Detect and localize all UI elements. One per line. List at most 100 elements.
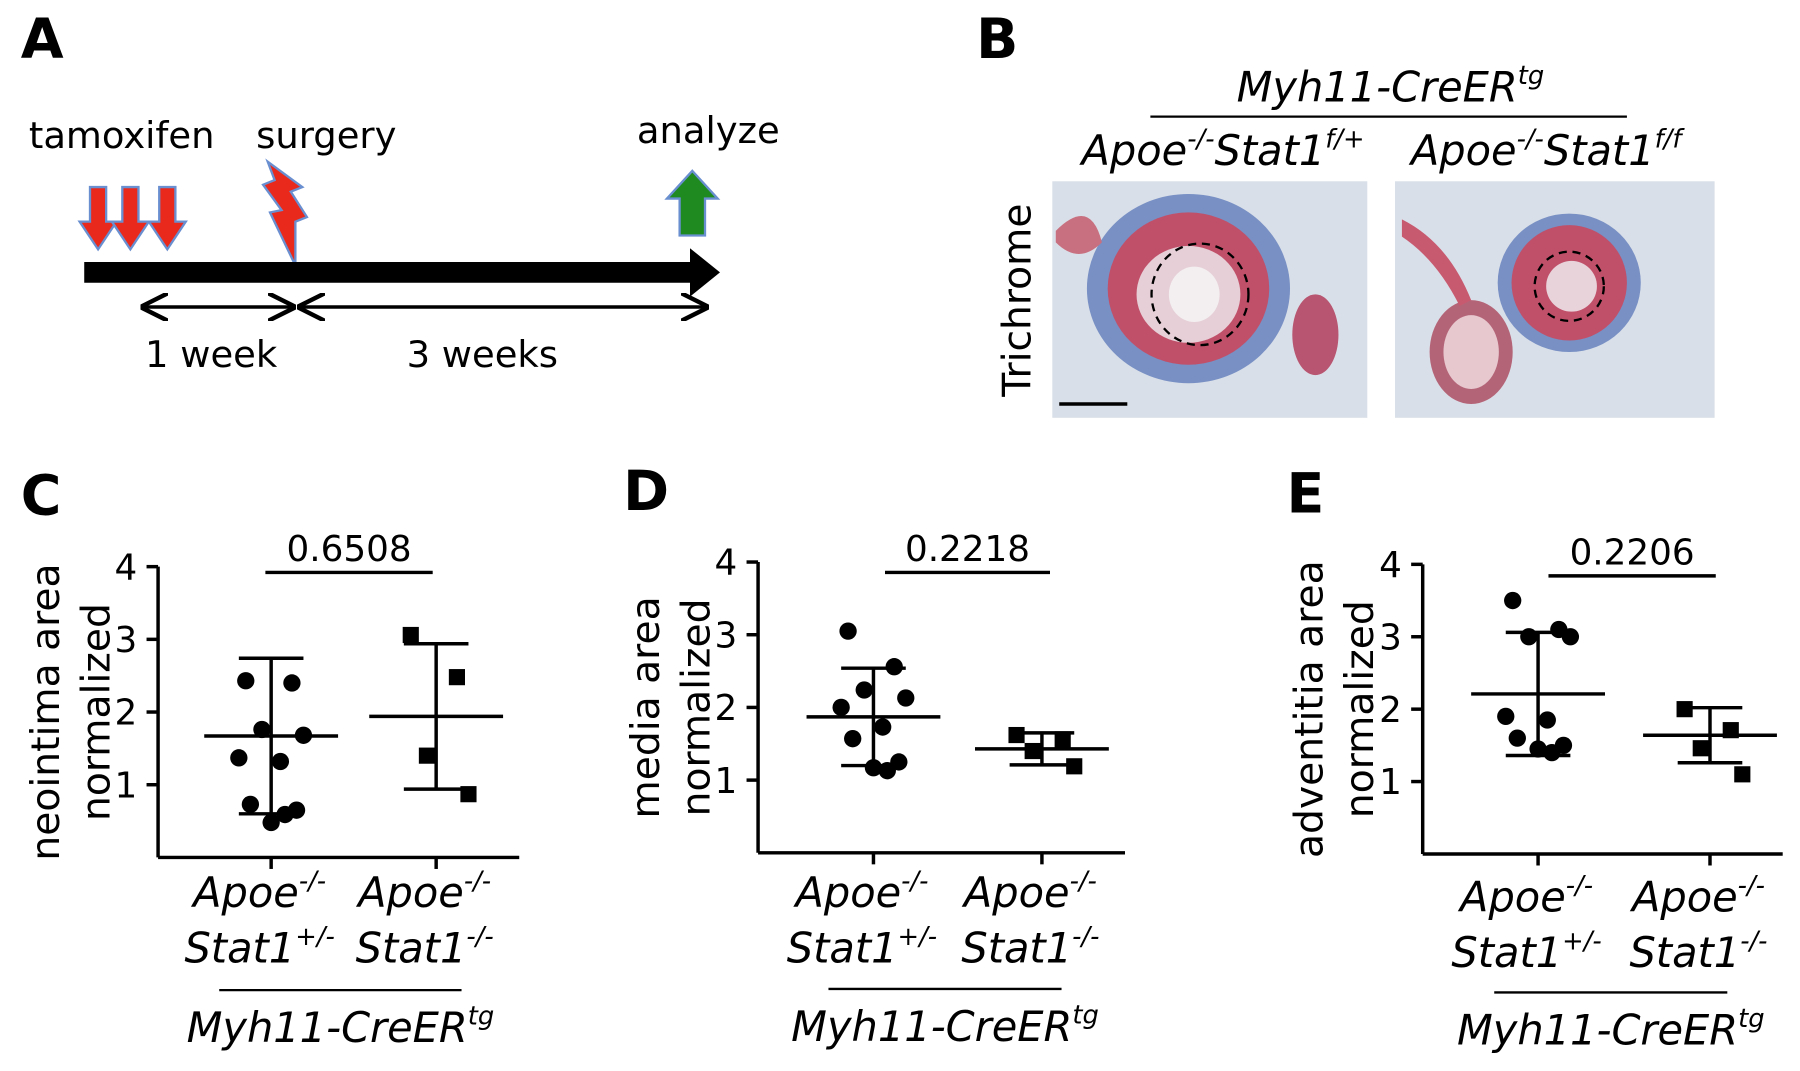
y-axis-label: media area (624, 596, 669, 818)
data-point (1024, 742, 1041, 760)
data-point (418, 747, 435, 764)
panel-label: E (1287, 462, 1325, 526)
timeline-arrow (84, 248, 720, 297)
data-point (253, 720, 271, 739)
superscript: +/- (1562, 927, 1602, 957)
header-label: Myh11-CreERtg (1237, 61, 1545, 111)
data-point (283, 674, 301, 692)
histology-image (1395, 181, 1715, 418)
text-part: Apoe (792, 868, 901, 917)
text-part: Apoe (1629, 873, 1738, 922)
superscript: -/- (1738, 871, 1765, 901)
data-point (1692, 740, 1709, 757)
text-part: Stat1 (787, 923, 898, 972)
group-label: Myh11-CreERtg (187, 1002, 495, 1052)
text-part: Stat1 (1215, 126, 1326, 175)
y-tick-label: 2 (115, 693, 138, 734)
superscript: -/- (1740, 927, 1767, 957)
text-part: Apoe (961, 868, 1070, 917)
y-tick-label: 3 (1379, 617, 1402, 658)
data-point (1538, 711, 1556, 729)
y-tick-label: 4 (115, 547, 138, 588)
data-point (1543, 743, 1561, 762)
y-tick-label: 2 (1379, 690, 1402, 731)
group-label: Myh11-CreERtg (1457, 1004, 1765, 1054)
x-tick-label: Stat1-/- (961, 922, 1099, 972)
data-point (241, 795, 260, 814)
superscript: -/- (1070, 867, 1097, 897)
column-label: Apoe-/-Stat1f/+ (1079, 125, 1365, 175)
data-point (844, 730, 862, 748)
text-part: Stat1 (184, 923, 295, 972)
data-point (1054, 731, 1071, 748)
superscript: tg (1072, 1000, 1098, 1030)
column-label: Apoe-/-Stat1f/f (1408, 125, 1685, 175)
data-point (402, 626, 419, 644)
superscript: tg (1518, 61, 1544, 91)
y-axis-label: adventitia area (1287, 560, 1332, 858)
y-tick-label: 4 (715, 543, 738, 584)
x-tick-label: Apoe-/- (190, 867, 326, 917)
data-point (262, 813, 280, 832)
text-part: Stat1 (356, 923, 467, 972)
histology-image (1052, 181, 1368, 418)
x-tick-label: Apoe-/- (792, 867, 928, 917)
text-part: Apoe (355, 868, 464, 917)
superscript: -/- (299, 867, 326, 897)
text-part: Myh11-CreER (1237, 63, 1518, 112)
y-tick-label: 3 (115, 620, 138, 661)
x-tick-label: Stat1+/- (184, 922, 334, 972)
p-value: 0.6508 (286, 529, 411, 570)
row-label: Trichrome (995, 203, 1040, 397)
data-point (1734, 766, 1751, 783)
data-point (855, 681, 873, 699)
event-label: surgery (256, 114, 396, 157)
analyze-arrow (664, 169, 721, 237)
text-part: Stat1 (1544, 126, 1655, 175)
y-axis-label: normalized (1338, 600, 1383, 818)
x-tick-label: Stat1+/- (787, 922, 937, 972)
p-value: 0.2206 (1570, 532, 1695, 573)
interval-label: 3 weeks (407, 333, 558, 376)
superscript: -/- (1072, 922, 1099, 952)
data-point (839, 622, 857, 640)
event-label: analyze (637, 109, 780, 152)
superscript: +/- (898, 922, 938, 952)
text-part: Apoe (190, 868, 299, 917)
y-tick-label: 1 (715, 761, 738, 802)
interval-label: 1 week (145, 333, 278, 376)
text-part: Stat1 (961, 923, 1072, 972)
panel-label: A (21, 8, 64, 72)
superscript: -/- (466, 922, 493, 952)
text-part: Apoe (1408, 126, 1517, 175)
y-tick-label: 1 (1379, 762, 1402, 803)
data-point (1008, 726, 1025, 744)
x-tick-label: Apoe-/- (355, 867, 491, 917)
data-point (1497, 707, 1515, 726)
superscript: -/- (1566, 871, 1593, 901)
panel-label: C (21, 465, 62, 529)
superscript: +/- (295, 922, 335, 952)
superscript: tg (468, 1002, 494, 1032)
data-point (1508, 729, 1526, 747)
tamoxifen-arrows (77, 185, 188, 252)
x-tick-label: Stat1-/- (356, 922, 494, 972)
x-tick-label: Stat1-/- (1629, 927, 1767, 977)
data-point (230, 749, 248, 767)
superscript: f/f (1655, 125, 1686, 155)
p-value: 0.2218 (905, 529, 1030, 570)
data-point (864, 759, 883, 777)
x-tick-label: Stat1+/- (1451, 927, 1601, 977)
panel-label: D (623, 460, 669, 524)
x-tick-label: Apoe-/- (961, 867, 1097, 917)
y-tick-label: 1 (115, 765, 138, 806)
text-part: Stat1 (1451, 928, 1562, 977)
y-tick-label: 4 (1379, 545, 1402, 586)
data-point (271, 752, 290, 771)
y-axis-label: normalized (75, 603, 120, 821)
data-point (832, 698, 850, 717)
x-tick-label: Apoe-/- (1629, 871, 1765, 921)
text-part: Myh11-CreER (1457, 1005, 1738, 1054)
data-point (237, 672, 255, 690)
